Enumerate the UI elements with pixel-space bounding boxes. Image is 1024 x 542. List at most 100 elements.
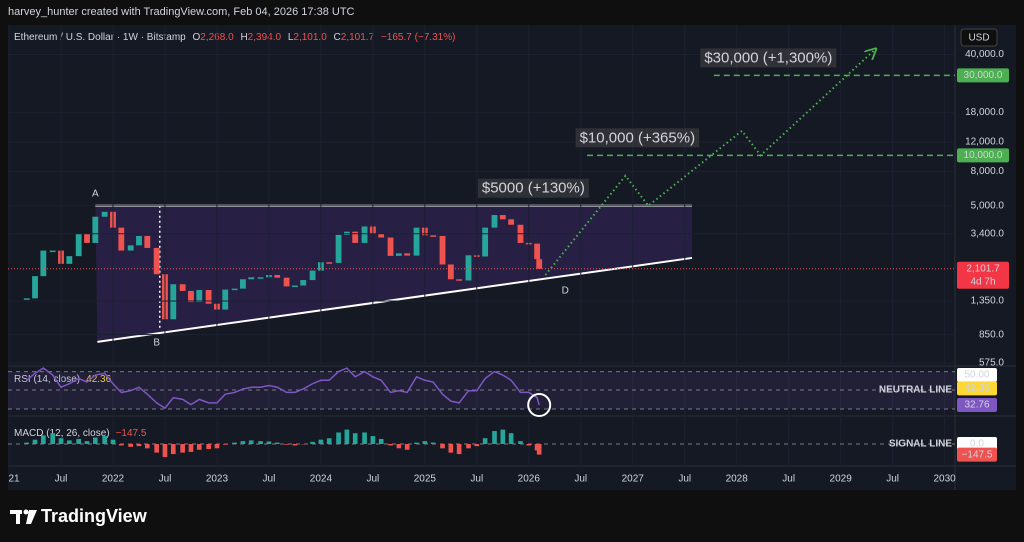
macd-bar (232, 442, 237, 444)
macd-bar (110, 439, 116, 444)
x-tick-label: Jul (574, 474, 587, 485)
macd-bar (32, 439, 38, 444)
price-bar (170, 284, 177, 320)
price-bar (291, 285, 298, 288)
pattern-label: A (92, 188, 99, 199)
annotation-box (575, 128, 700, 148)
macd-bar (466, 444, 471, 449)
price-bar (378, 233, 385, 238)
x-tick-label: 2022 (102, 474, 125, 485)
price-bar (274, 274, 281, 278)
macd-bar (440, 444, 445, 449)
x-tick-label: Jul (55, 474, 68, 485)
macd-bar (180, 444, 185, 453)
price-bar (387, 237, 394, 256)
macd-title: MACD (12, 26, close) (14, 428, 110, 439)
macd-bar (24, 442, 30, 444)
currency[interactable]: USD (968, 33, 989, 44)
y-tick-label: 8,000.0 (971, 166, 1005, 177)
macd-bar (310, 441, 315, 444)
price-bar (127, 245, 134, 251)
x-tick-label: 2030 (933, 474, 956, 485)
x-tick-label: 2024 (310, 474, 333, 485)
ohlc-value: 2,101.0 (293, 32, 327, 43)
price-bar (447, 264, 454, 280)
macd-bar (370, 436, 376, 444)
target-label: 30,000.0 (964, 70, 1003, 81)
price-bar (32, 276, 38, 299)
macd-bar (240, 441, 246, 444)
macd-bar (492, 431, 497, 444)
target-box (957, 148, 1009, 163)
macd-value: −147.5 (116, 428, 147, 439)
price-bar (222, 289, 229, 310)
x-tick-label: Jul (470, 474, 483, 485)
price-bar (240, 279, 246, 289)
price-bar (179, 284, 186, 291)
price-bar (257, 277, 264, 279)
macd-axis-label: 0.0 (970, 439, 984, 450)
currency-button[interactable] (960, 28, 998, 47)
macd-bar (430, 442, 436, 444)
x-tick-label: 2028 (726, 474, 749, 485)
logo-shape (26, 510, 37, 524)
macd-bar (344, 429, 350, 444)
annotation: $10,000 (+365%) (580, 129, 696, 146)
logo (10, 509, 37, 524)
annotation: $30,000 (+1,300%) (704, 49, 832, 66)
macd-bar (214, 444, 220, 449)
price-bar (361, 226, 368, 243)
price-bar (439, 235, 446, 265)
highlight-circle (527, 393, 552, 418)
price-bar (101, 211, 108, 217)
price-bar (482, 227, 489, 257)
price-bar (335, 234, 342, 263)
price-bar (456, 279, 463, 281)
macd-bar (136, 444, 142, 447)
macd-bar (128, 444, 133, 447)
price-bar (231, 288, 238, 291)
x-tick-label: Jul (782, 474, 795, 485)
brand: TradingView (41, 506, 148, 526)
macd-bar (404, 444, 410, 450)
price-bar (536, 259, 543, 269)
x-tick-label: 2027 (622, 474, 645, 485)
y-tick-label: 12,000.0 (965, 137, 1004, 148)
ohlc-key: C (334, 32, 341, 43)
projection-path (544, 50, 875, 276)
rsi-axis-box (957, 381, 997, 396)
macd-bar (170, 444, 176, 455)
target-box (957, 68, 1009, 83)
macd-bar (518, 441, 523, 444)
price-bar (508, 219, 515, 225)
macd-bar (274, 442, 280, 444)
price-bar (283, 277, 290, 287)
trend-line (97, 256, 693, 343)
rsi-line (26, 367, 540, 410)
macd-bar (188, 444, 194, 452)
rsi-axis-label: 50.00 (964, 370, 989, 381)
macd-bar (482, 438, 488, 444)
price-bar (23, 298, 30, 300)
macd-axis-box (957, 437, 997, 451)
macd-bar (118, 444, 124, 446)
price-bar (309, 270, 316, 281)
macd-axis-box (957, 447, 997, 462)
last-price-label: 2,101.7 (966, 263, 1000, 274)
price-bar (75, 233, 82, 257)
pattern-label: B (153, 337, 160, 348)
price-bar (153, 247, 160, 275)
price-bar (499, 215, 506, 220)
macd-bar (526, 444, 532, 446)
macd-bar (378, 438, 384, 444)
y-tick-label: 40,000.0 (965, 49, 1004, 60)
macd-bar (144, 444, 150, 449)
macd-bar (84, 441, 90, 444)
macd-bar (76, 438, 82, 444)
price-bar (144, 235, 151, 248)
rsi-axis-label: 42.36 (964, 383, 989, 394)
ohlc-value: 2,101.7 (341, 32, 375, 43)
price-bar (248, 277, 255, 280)
rsi-axis-box (957, 398, 997, 413)
macd-bar (266, 441, 272, 444)
